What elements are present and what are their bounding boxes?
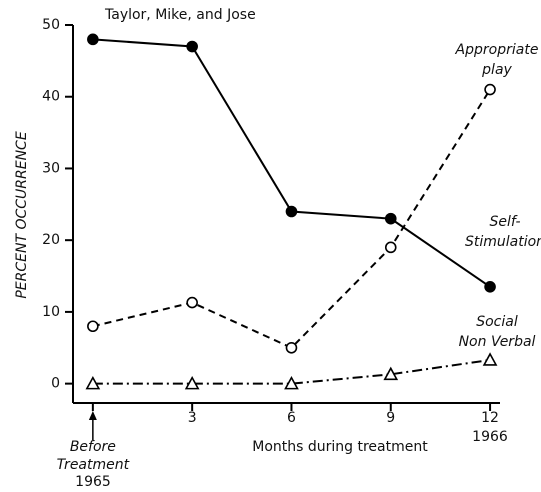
year-label: 1965: [75, 474, 111, 490]
point: [186, 40, 198, 53]
series-line: [92, 89, 491, 349]
chart-title: Taylor, Mike, and Jose: [104, 7, 256, 23]
series-label-line: Non Verbal: [459, 334, 536, 350]
series-line: [92, 38, 491, 288]
x-tick-label-line: Before: [70, 439, 116, 455]
year-label: 1966: [472, 429, 508, 445]
point: [87, 33, 99, 46]
x-axis-label: Months during treatment: [252, 439, 428, 455]
x-tick-label: 3: [188, 410, 197, 426]
series-line: [92, 358, 491, 385]
y-tick-label: 30: [42, 160, 60, 176]
point: [285, 341, 298, 354]
series-label-line: Appropriate: [455, 42, 539, 58]
x-tick-label: Before Treatment: [57, 439, 130, 473]
y-tick-label: 10: [42, 304, 60, 320]
point: [482, 352, 498, 366]
y-tick-label: 20: [42, 232, 60, 248]
point: [87, 320, 99, 333]
point: [484, 281, 496, 293]
y-tick-label: 0: [51, 376, 60, 392]
point: [383, 366, 399, 381]
x-tick-label: 6: [287, 410, 296, 426]
x-tick-label: 12: [481, 410, 499, 426]
series-label-line: Self-: [489, 214, 520, 230]
point: [284, 375, 299, 390]
point: [184, 375, 200, 390]
point: [186, 296, 198, 309]
series-label-line: Social: [476, 314, 518, 330]
series-label: Appropriate play: [455, 42, 539, 78]
point: [285, 205, 298, 218]
series-label-line: Stimulation: [465, 234, 541, 250]
y-tick-label: 40: [42, 89, 60, 105]
x-tick-label: 9: [386, 410, 395, 426]
series-label: Self- Stimulation: [465, 214, 541, 250]
point: [384, 241, 397, 254]
x-tick-label-line: Treatment: [57, 457, 130, 473]
y-tick-label: 50: [42, 17, 60, 33]
tick-arrowhead: [88, 411, 97, 420]
series-label: Social Non Verbal: [459, 314, 536, 350]
point: [85, 375, 101, 390]
y-axis-label: PERCENT OCCURRENCE: [14, 131, 30, 298]
point: [384, 212, 397, 225]
series-label-line: play: [481, 62, 512, 78]
point: [484, 83, 496, 96]
